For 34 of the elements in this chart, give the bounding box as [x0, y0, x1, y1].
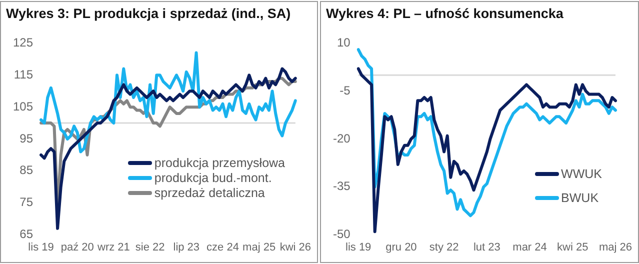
legend-label: WWUK	[561, 166, 602, 183]
x-tick-label: mar 24	[512, 241, 547, 254]
x-tick-label: kwi 25	[557, 241, 588, 254]
chart-title: Wykres 4: PL – ufność konsumencka	[325, 5, 564, 23]
x-tick-label: wrz 21	[96, 241, 130, 254]
x-tick-label: kwi 26	[280, 241, 312, 254]
x-tick-label: lis 19	[346, 241, 372, 254]
y-tick-label: -50	[333, 227, 351, 242]
y-tick-label: -35	[333, 179, 351, 194]
y-tick-label: -5	[340, 83, 351, 98]
y-tick-label: 105	[12, 99, 34, 114]
x-tick-label: lis 19	[28, 241, 54, 254]
x-tick-label: lut 23	[473, 241, 500, 254]
x-tick-label: sty 22	[429, 241, 459, 254]
legend-label: sprzedaż detaliczna	[154, 186, 265, 200]
y-tick-label: -20	[333, 131, 351, 146]
x-tick-label: sie 22	[135, 241, 165, 254]
legend-label: BWUK	[561, 190, 599, 207]
x-tick-label: cze 24	[206, 241, 239, 254]
legend-label: produkcja przemysłowa	[154, 156, 285, 170]
x-tick-label: gru 20	[386, 241, 417, 254]
y-tick-label: 115	[14, 67, 34, 82]
x-tick-label: maj 25	[242, 241, 276, 254]
legend-label: produkcja bud.-mont.	[154, 170, 272, 184]
x-tick-label: paź 20	[60, 241, 94, 254]
y-tick-label: 10	[336, 36, 351, 50]
y-tick-label: 65	[20, 227, 34, 242]
x-tick-label: lip 23	[173, 241, 200, 254]
y-tick-label: 95	[20, 131, 34, 146]
y-tick-label: 125	[12, 36, 34, 50]
x-tick-label: maj 26	[598, 241, 632, 254]
y-tick-label: 85	[20, 163, 34, 178]
y-tick-label: 75	[20, 195, 34, 210]
chart-title: Wykres 3: PL produkcja i sprzedaż (ind., SA)	[5, 5, 292, 23]
